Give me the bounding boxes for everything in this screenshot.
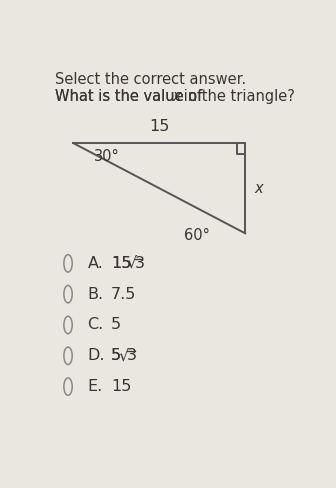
Text: 5: 5 (111, 318, 121, 332)
Text: 60°: 60° (184, 227, 210, 243)
Text: 30°: 30° (94, 149, 120, 164)
Text: 15: 15 (111, 379, 131, 394)
Text: A.: A. (88, 256, 103, 271)
Text: √: √ (127, 256, 137, 271)
Text: What is the value of: What is the value of (55, 89, 207, 104)
Text: Select the correct answer.: Select the correct answer. (55, 72, 246, 87)
Text: What is the value of: What is the value of (55, 89, 207, 104)
Text: √: √ (119, 348, 129, 363)
Text: 15: 15 (111, 256, 131, 271)
Text: 15: 15 (149, 119, 169, 134)
Text: D.: D. (88, 348, 105, 363)
Text: in the triangle?: in the triangle? (179, 89, 295, 104)
Text: x: x (254, 181, 263, 196)
Text: 3: 3 (135, 256, 145, 271)
Text: 5: 5 (111, 348, 121, 363)
Text: B.: B. (88, 286, 104, 302)
Text: x: x (173, 89, 181, 104)
Text: 15: 15 (111, 256, 131, 271)
Text: E.: E. (88, 379, 103, 394)
Text: 5: 5 (111, 348, 121, 363)
Text: C.: C. (88, 318, 104, 332)
Text: 7.5: 7.5 (111, 286, 136, 302)
Text: 3: 3 (127, 348, 137, 363)
